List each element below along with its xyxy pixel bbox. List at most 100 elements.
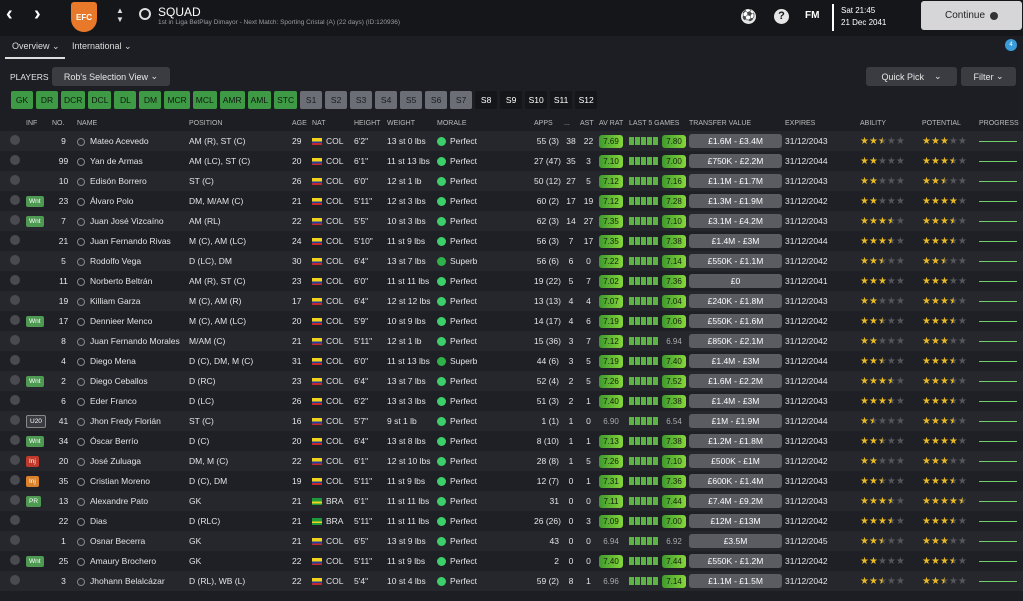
column-header[interactable]: NO.: [52, 120, 65, 127]
filter-label[interactable]: Filter: [973, 71, 994, 82]
position-filter[interactable]: S8: [475, 91, 498, 109]
transfer-value[interactable]: £550K - £1.1M: [689, 254, 782, 268]
transfer-value[interactable]: £1.3M - £1.9M: [689, 194, 782, 208]
position-filter[interactable]: S10: [525, 91, 548, 109]
position-filter[interactable]: AML: [247, 91, 272, 109]
position-filter[interactable]: DL: [114, 91, 137, 109]
select-toggle[interactable]: [10, 515, 20, 525]
player-row[interactable]: 1 Osnar Becerra GK 21 COL 6'5" 13 st 9 lbs Perf…: [0, 531, 1023, 551]
player-name[interactable]: Jhon Fredy Florián: [90, 416, 161, 426]
column-header[interactable]: PROGRESS: [979, 120, 1019, 127]
player-name[interactable]: Yan de Armas: [90, 156, 143, 166]
player-row[interactable]: 22 Dias D (RLC) 21 BRA 5'11" 11 st 11 lbs Perfe…: [0, 511, 1023, 531]
quick-pick-label[interactable]: Quick Pick: [881, 71, 924, 82]
player-row[interactable]: 8 Juan Fernando Morales M/AM (C) 21 COL 5'11"…: [0, 331, 1023, 351]
select-toggle[interactable]: [10, 235, 20, 245]
player-name[interactable]: Diego Ceballos: [90, 376, 148, 386]
transfer-value[interactable]: £1.4M - £3M: [689, 234, 782, 248]
select-toggle[interactable]: [10, 275, 20, 285]
player-row[interactable]: Inj 20 José Zuluaga DM, M (C) 22 COL 6'1" 12 st…: [0, 451, 1023, 471]
player-row[interactable]: Wnt 34 Óscar Berrío D (C) 20 COL 6'4" 13 st 8 l…: [0, 431, 1023, 451]
column-header[interactable]: NAT: [312, 120, 326, 127]
player-name[interactable]: Diego Mena: [90, 356, 136, 366]
column-header[interactable]: POTENTIAL: [922, 120, 961, 127]
column-header[interactable]: ...: [564, 120, 570, 127]
column-header[interactable]: TRANSFER VALUE: [689, 120, 752, 127]
transfer-value[interactable]: £1.6M - £2.2M: [689, 374, 782, 388]
select-toggle[interactable]: [10, 355, 20, 365]
select-toggle[interactable]: [10, 395, 20, 405]
transfer-value[interactable]: £0: [689, 274, 782, 288]
position-filter[interactable]: S2: [325, 91, 348, 109]
transfer-value[interactable]: £1.6M - £3.4M: [689, 134, 782, 148]
transfer-value[interactable]: £850K - £2.1M: [689, 334, 782, 348]
view-selector[interactable]: Rob's Selection View ⌄: [52, 67, 170, 86]
select-toggle[interactable]: [10, 415, 20, 425]
column-header[interactable]: INF: [26, 120, 38, 127]
transfer-value[interactable]: £500K - £1M: [689, 454, 782, 468]
player-name[interactable]: Dennieer Menco: [90, 316, 153, 326]
player-row[interactable]: U20 41 Jhon Fredy Florián ST (C) 16 COL 5'7" 9 …: [0, 411, 1023, 431]
transfer-value[interactable]: £550K - £1.6M: [689, 314, 782, 328]
transfer-value[interactable]: £1.1M - £1.7M: [689, 174, 782, 188]
continue-button[interactable]: Continue: [921, 1, 1022, 30]
tab-label[interactable]: International: [72, 41, 122, 51]
player-row[interactable]: 4 Diego Mena D (C), DM, M (C) 31 COL 6'0" 11 s…: [0, 351, 1023, 371]
player-name[interactable]: Juan Fernando Morales: [90, 336, 180, 346]
transfer-value[interactable]: £1.2M - £1.8M: [689, 434, 782, 448]
column-header[interactable]: EXPIRES: [785, 120, 816, 127]
position-filter[interactable]: S7: [450, 91, 473, 109]
transfer-value[interactable]: £3.5M: [689, 534, 782, 548]
transfer-value[interactable]: £3.1M - £4.2M: [689, 214, 782, 228]
player-name[interactable]: Rodolfo Vega: [90, 256, 142, 266]
column-header[interactable]: WEIGHT: [387, 120, 415, 127]
select-toggle[interactable]: [10, 455, 20, 465]
select-toggle[interactable]: [10, 175, 20, 185]
player-name[interactable]: José Zuluaga: [90, 456, 142, 466]
position-filter[interactable]: GK: [11, 91, 33, 109]
continue-label[interactable]: Continue: [944, 10, 986, 21]
view-label[interactable]: Rob's Selection View: [63, 71, 149, 82]
column-header[interactable]: HEIGHT: [354, 120, 381, 127]
position-filter[interactable]: S6: [425, 91, 448, 109]
player-row[interactable]: 9 Mateo Acevedo AM (R), ST (C) 29 COL 6'2" 13 …: [0, 131, 1023, 151]
position-filter[interactable]: DCL: [88, 91, 112, 109]
player-name[interactable]: Jhohann Belalcázar: [90, 576, 165, 586]
player-name[interactable]: Amaury Brochero: [90, 556, 157, 566]
player-row[interactable]: 6 Eder Franco D (LC) 26 COL 6'2" 13 st 3 lbs Pe…: [0, 391, 1023, 411]
player-name[interactable]: Juan Fernando Rivas: [90, 236, 171, 246]
tab-overview[interactable]: Overview ⌄: [12, 41, 60, 51]
help-icon[interactable]: ?: [774, 9, 789, 24]
position-filter[interactable]: MCR: [164, 91, 190, 109]
player-row[interactable]: 3 Jhohann Belalcázar D (RL), WB (L) 22 COL 5'…: [0, 571, 1023, 591]
transfer-value[interactable]: £1M - £1.9M: [689, 414, 782, 428]
player-name[interactable]: Killiam Garza: [90, 296, 141, 306]
column-header[interactable]: POSITION: [189, 120, 223, 127]
forward-button[interactable]: ›: [34, 3, 41, 25]
transfer-value[interactable]: £1.1M - £1.5M: [689, 574, 782, 588]
column-header[interactable]: APPS: [534, 120, 553, 127]
player-name[interactable]: Eder Franco: [90, 396, 137, 406]
player-name[interactable]: Álvaro Polo: [90, 196, 134, 206]
player-name[interactable]: Mateo Acevedo: [90, 136, 149, 146]
select-toggle[interactable]: [10, 295, 20, 305]
player-name[interactable]: Osnar Becerra: [90, 536, 146, 546]
transfer-value[interactable]: £550K - £1.2M: [689, 554, 782, 568]
player-row[interactable]: Wnt 17 Dennieer Menco M (C), AM (LC) 20 COL 5'…: [0, 311, 1023, 331]
position-filter[interactable]: S4: [375, 91, 398, 109]
player-name[interactable]: Norberto Beltrán: [90, 276, 153, 286]
position-filter[interactable]: MCL: [192, 91, 217, 109]
position-filter[interactable]: S12: [575, 91, 598, 109]
transfer-value[interactable]: £600K - £1.4M: [689, 474, 782, 488]
quick-pick[interactable]: Quick Pick ⌄: [866, 67, 957, 86]
column-header[interactable]: LAST 5 GAMES: [629, 120, 680, 127]
select-toggle[interactable]: [10, 255, 20, 265]
position-filter[interactable]: S9: [500, 91, 523, 109]
position-filter[interactable]: S5: [400, 91, 423, 109]
player-name[interactable]: Óscar Berrío: [90, 436, 139, 446]
select-toggle[interactable]: [10, 315, 20, 325]
player-name[interactable]: Dias: [90, 516, 108, 526]
column-header[interactable]: AV RAT: [599, 120, 624, 127]
player-row[interactable]: 19 Killiam Garza M (C), AM (R) 17 COL 6'4" 12 …: [0, 291, 1023, 311]
position-filter[interactable]: S3: [350, 91, 373, 109]
